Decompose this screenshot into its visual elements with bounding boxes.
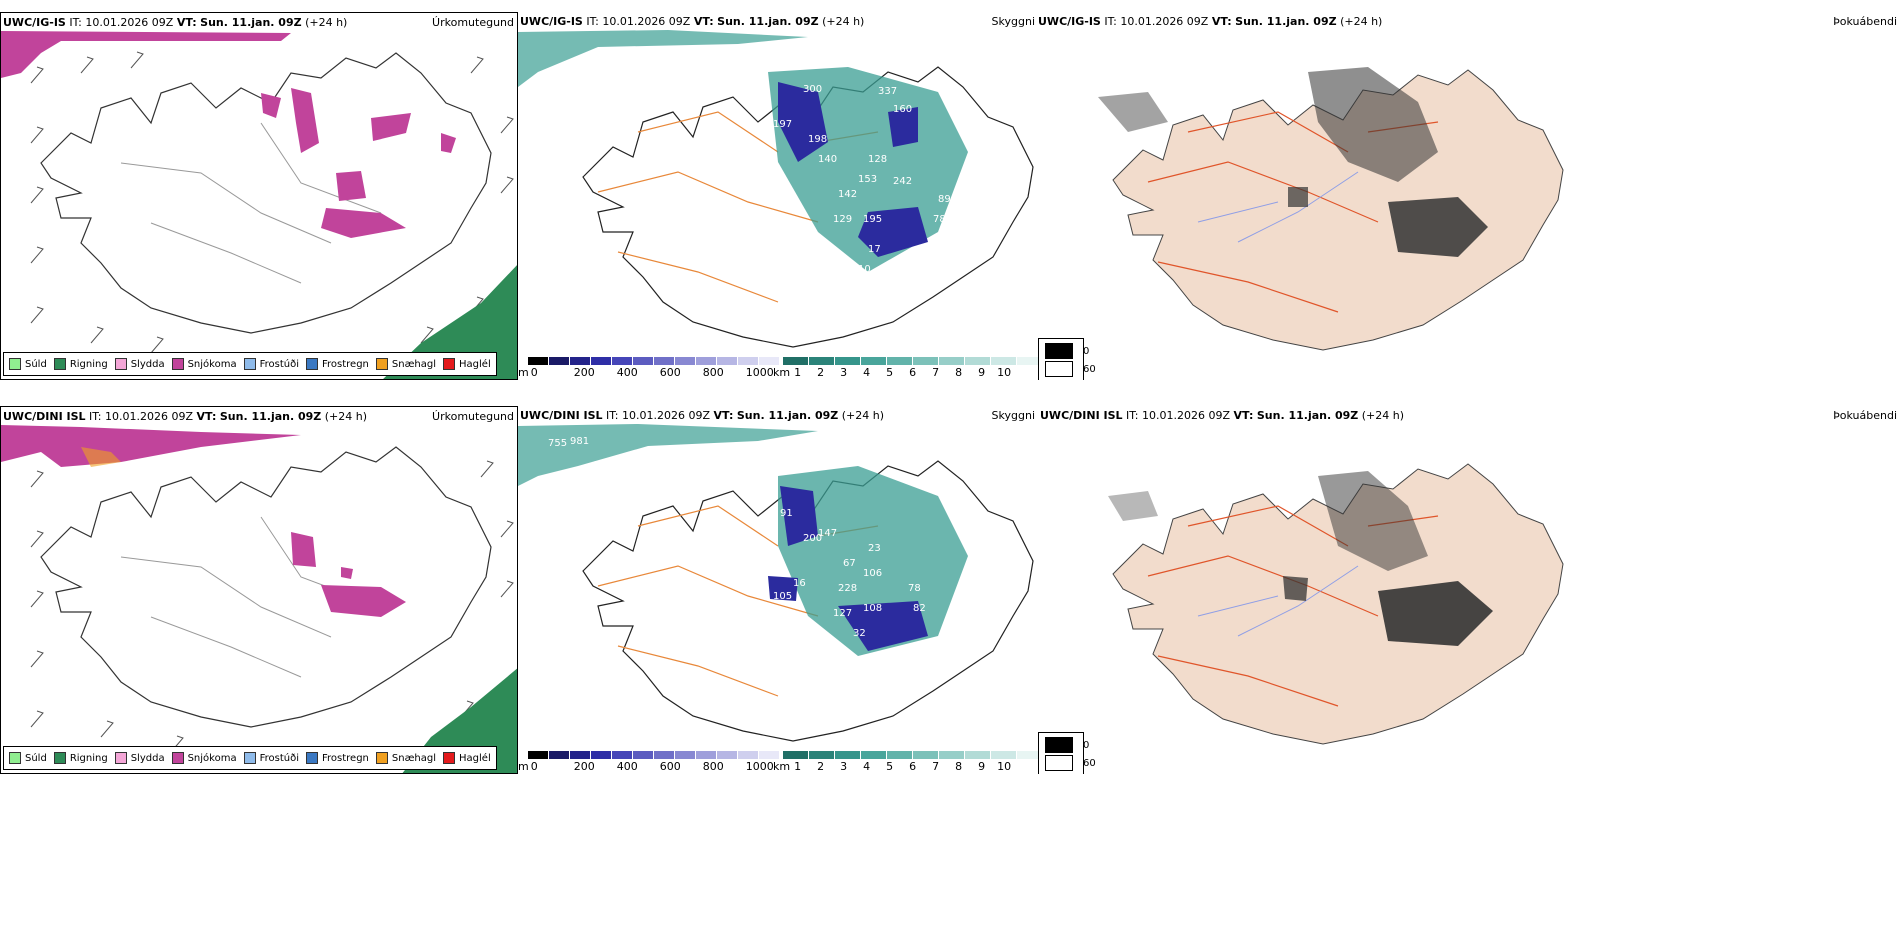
cloud-base-labels: 755 981 906 200 91 147 200 23 67 106 228… bbox=[548, 436, 926, 639]
cloud-base-scalebar-top bbox=[528, 357, 780, 365]
svg-text:108: 108 bbox=[863, 603, 882, 614]
svg-text:142: 142 bbox=[838, 189, 857, 200]
svg-text:127: 127 bbox=[833, 608, 852, 619]
svg-text:160: 160 bbox=[893, 104, 912, 115]
svg-text:17: 17 bbox=[868, 244, 881, 255]
fog-panel-top: 0 60 UWC/IG-IS IT: 10.01.2026 09Z VT: Su… bbox=[1038, 12, 1900, 380]
legend-item-sudd: Súld bbox=[9, 752, 47, 764]
fog-areas bbox=[1108, 471, 1493, 646]
svg-text:78: 78 bbox=[933, 214, 946, 225]
cloud-base-scalebar-bottom bbox=[528, 751, 780, 759]
svg-text:82: 82 bbox=[913, 603, 926, 614]
svg-text:337: 337 bbox=[878, 86, 897, 97]
fog-scale-legend-top: 0 60 bbox=[1038, 338, 1096, 380]
panel-header-top-visibility: UWC/IG-IS IT: 10.01.2026 09Z VT: Sun. 11… bbox=[520, 15, 865, 28]
cloud-base-scale-labels-top: m 0 200 400 600 800 1000 bbox=[518, 366, 774, 379]
snow-areas bbox=[1, 425, 406, 617]
cloud-cover-scale-labels-bottom: km 1 2 3 4 5 6 7 8 9 10 bbox=[773, 760, 1012, 773]
legend-item-rigning: Rigning bbox=[53, 358, 108, 370]
legend-item-frostudi: Frostúði bbox=[243, 358, 299, 370]
svg-text:200: 200 bbox=[623, 456, 642, 467]
svg-text:197: 197 bbox=[773, 119, 792, 130]
low-cloud-areas bbox=[768, 67, 968, 272]
legend-item-snjokoma: Snjókoma bbox=[171, 358, 237, 370]
fog-map-bottom bbox=[1108, 463, 1564, 745]
svg-text:140: 140 bbox=[818, 154, 837, 165]
visibility-panel-top: 300 337 160 197 198 140 128 153 242 89 7… bbox=[518, 12, 1038, 380]
legend-item-frostregn: Frostregn bbox=[306, 358, 369, 370]
svg-text:195: 195 bbox=[863, 214, 882, 225]
precip-type-panel-bottom: UWC/DINI ISL IT: 10.01.2026 09Z VT: Sun.… bbox=[0, 406, 518, 774]
panel-title-visibility-top: Skyggni bbox=[991, 15, 1035, 28]
panel-title-fog-top: Þokuábendi bbox=[1833, 15, 1897, 28]
svg-text:198: 198 bbox=[808, 134, 827, 145]
precip-map-top bbox=[1, 31, 517, 379]
panel-header-top-fog: UWC/IG-IS IT: 10.01.2026 09Z VT: Sun. 11… bbox=[1038, 15, 1383, 28]
svg-text:23: 23 bbox=[868, 543, 881, 554]
cloud-base-scale-labels-bottom: m 0 200 400 600 800 1000 bbox=[518, 760, 774, 773]
legend-item-frostudi: Frostúði bbox=[243, 752, 299, 764]
cloud-cover-scale-labels-top: km 1 2 3 4 5 6 7 8 9 10 bbox=[773, 366, 1012, 379]
cloud-base-labels: 300 337 160 197 198 140 128 153 242 89 7… bbox=[773, 84, 951, 275]
svg-text:153: 153 bbox=[858, 174, 877, 185]
svg-text:200: 200 bbox=[803, 533, 822, 544]
legend-item-haglel: Haglél bbox=[443, 752, 491, 764]
svg-text:300: 300 bbox=[803, 84, 822, 95]
fog-panel-bottom: 0 60 UWC/DINI ISL IT: 10.01.2026 09Z VT:… bbox=[1038, 406, 1900, 774]
panel-title-precip-top: Úrkomutegund bbox=[432, 16, 514, 29]
panel-title-visibility-bottom: Skyggni bbox=[991, 409, 1035, 422]
fog-areas bbox=[1098, 67, 1488, 257]
legend-item-sudd: Súld bbox=[9, 358, 47, 370]
panel-header-bottom-visibility: UWC/DINI ISL IT: 10.01.2026 09Z VT: Sun.… bbox=[520, 409, 885, 422]
precip-type-legend-bottom: Súld Rigning Slydda Snjókoma Frostúði Fr… bbox=[3, 746, 497, 770]
svg-text:78: 78 bbox=[908, 583, 921, 594]
legend-item-snaehagl: Snæhagl bbox=[375, 358, 436, 370]
visibility-map-bottom: 755 981 906 200 91 147 200 23 67 106 228… bbox=[518, 424, 1034, 742]
svg-text:906: 906 bbox=[593, 460, 612, 471]
svg-text:91: 91 bbox=[780, 508, 793, 519]
precip-type-legend-top: Súld Rigning Slydda Snjókoma Frostúði Fr… bbox=[3, 352, 497, 376]
legend-item-snaehagl: Snæhagl bbox=[375, 752, 436, 764]
panel-header-bottom-precip: UWC/DINI ISL IT: 10.01.2026 09Z VT: Sun.… bbox=[3, 410, 368, 423]
svg-text:106: 106 bbox=[863, 568, 882, 579]
svg-text:147: 147 bbox=[818, 528, 837, 539]
panel-header-bottom-fog: UWC/DINI ISL IT: 10.01.2026 09Z VT: Sun.… bbox=[1040, 409, 1405, 422]
snow-areas bbox=[1, 31, 456, 238]
low-cloud-areas bbox=[768, 466, 968, 656]
precip-type-panel-top: UWC/IG-IS IT: 10.01.2026 09Z VT: Sun. 11… bbox=[0, 12, 518, 380]
fog-map-top bbox=[1098, 67, 1564, 351]
precip-map-bottom bbox=[1, 425, 517, 773]
visibility-panel-bottom: 755 981 906 200 91 147 200 23 67 106 228… bbox=[518, 406, 1038, 774]
legend-item-frostregn: Frostregn bbox=[306, 752, 369, 764]
svg-text:32: 32 bbox=[853, 628, 866, 639]
svg-text:10: 10 bbox=[858, 264, 871, 275]
svg-text:89: 89 bbox=[938, 194, 951, 205]
legend-item-slydda: Slydda bbox=[114, 358, 165, 370]
svg-text:755: 755 bbox=[548, 438, 567, 449]
rain-area bbox=[383, 265, 517, 379]
svg-text:129: 129 bbox=[833, 214, 852, 225]
svg-text:108: 108 bbox=[773, 199, 792, 210]
legend-item-snjokoma: Snjókoma bbox=[171, 752, 237, 764]
svg-text:16: 16 bbox=[793, 578, 806, 589]
fog-scale-legend-bottom: 0 60 bbox=[1038, 732, 1096, 774]
svg-text:67: 67 bbox=[843, 558, 856, 569]
visibility-map-top: 300 337 160 197 198 140 128 153 242 89 7… bbox=[518, 30, 1034, 348]
cloud-cover-scalebar-bottom bbox=[783, 751, 1038, 759]
legend-item-haglel: Haglél bbox=[443, 358, 491, 370]
legend-item-slydda: Slydda bbox=[114, 752, 165, 764]
panel-title-fog-bottom: Þokuábendi bbox=[1833, 409, 1897, 422]
svg-text:242: 242 bbox=[893, 176, 912, 187]
svg-text:981: 981 bbox=[570, 436, 589, 447]
legend-item-rigning: Rigning bbox=[53, 752, 108, 764]
svg-text:105: 105 bbox=[773, 591, 792, 602]
cloud-cover-scalebar-top bbox=[783, 357, 1038, 365]
panel-title-precip-bottom: Úrkomutegund bbox=[432, 410, 514, 423]
svg-text:228: 228 bbox=[838, 583, 857, 594]
svg-text:128: 128 bbox=[868, 154, 887, 165]
panel-header-top-precip: UWC/IG-IS IT: 10.01.2026 09Z VT: Sun. 11… bbox=[3, 16, 348, 29]
